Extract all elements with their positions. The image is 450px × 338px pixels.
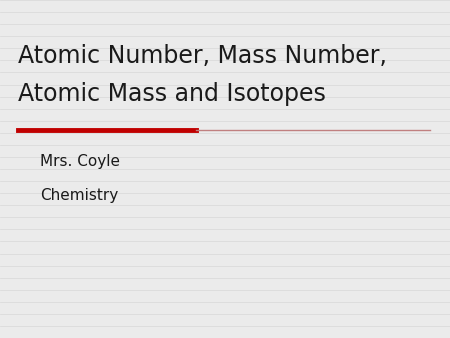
Text: Mrs. Coyle: Mrs. Coyle bbox=[40, 154, 121, 169]
Text: Atomic Number, Mass Number,: Atomic Number, Mass Number, bbox=[18, 44, 387, 68]
Text: Atomic Mass and Isotopes: Atomic Mass and Isotopes bbox=[18, 82, 326, 106]
Text: Chemistry: Chemistry bbox=[40, 188, 119, 203]
